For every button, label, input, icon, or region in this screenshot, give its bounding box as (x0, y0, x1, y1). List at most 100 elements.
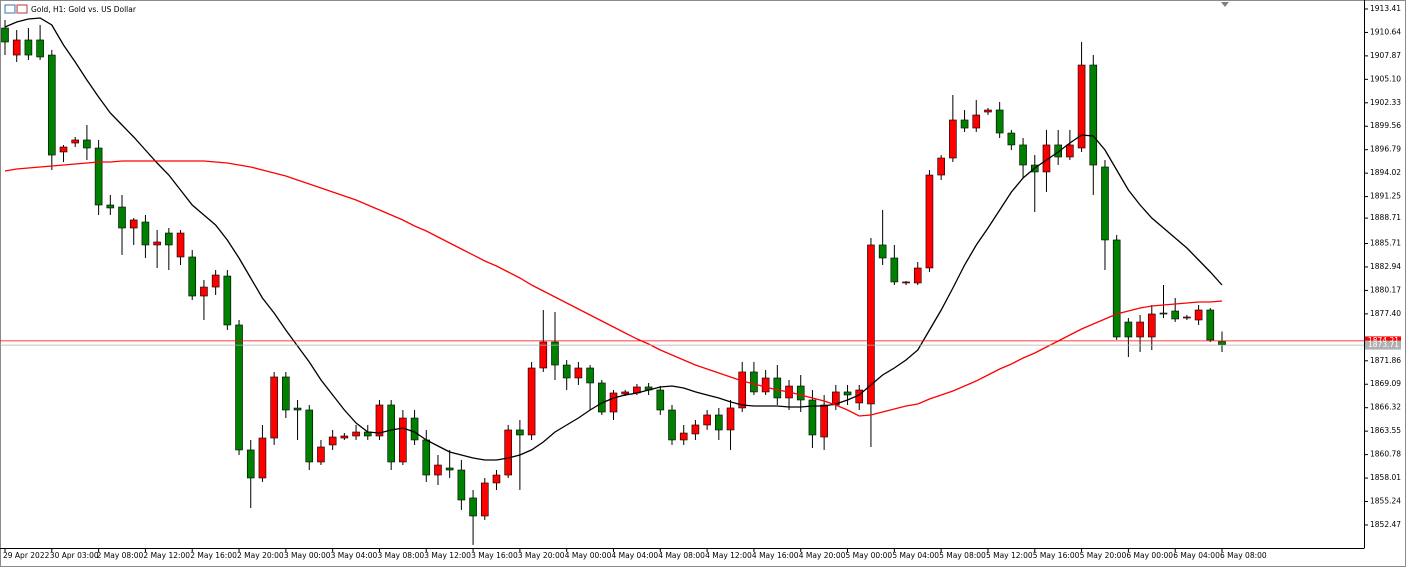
price-label: 1873.71 (1368, 340, 1399, 349)
y-tick-label: 1888.71 (1370, 213, 1401, 222)
candle-body (1042, 144, 1051, 173)
candle-body (516, 429, 524, 436)
chart-title: Gold, H1: Gold vs. US Dollar (31, 5, 137, 14)
candle-body (258, 437, 267, 479)
candle-body (188, 256, 197, 297)
candle-body (761, 377, 770, 393)
candle-body (410, 417, 419, 441)
candle-body (12, 39, 21, 56)
candle-body (36, 39, 44, 58)
candle-body (1218, 340, 1226, 346)
candle-body (1136, 321, 1144, 338)
candle-body (375, 404, 384, 437)
x-tick-label: 5 May 08:00 (939, 551, 986, 560)
x-tick-label: 3 May 12:00 (424, 551, 471, 560)
y-tick-label: 1871.86 (1370, 356, 1401, 365)
candle-body (621, 391, 630, 395)
candle-body (726, 407, 735, 431)
x-tick-label: 4 May 08:00 (658, 551, 705, 560)
candle-body (1206, 309, 1215, 341)
y-tick-label: 1910.64 (1370, 27, 1401, 36)
candle-body (1007, 132, 1016, 146)
y-tick-label: 1855.24 (1370, 497, 1401, 506)
x-tick-label: 2 May 12:00 (143, 551, 190, 560)
y-tick-label: 1852.47 (1370, 520, 1401, 529)
x-tick-label: 6 May 04:00 (1173, 551, 1220, 560)
candle-body (820, 404, 828, 438)
x-tick-label: 4 May 12:00 (705, 551, 752, 560)
y-tick-label: 1905.10 (1370, 74, 1401, 83)
x-tick-label: 4 May 04:00 (612, 551, 659, 560)
candle-body (1171, 310, 1179, 320)
x-tick-label: 2 May 08:00 (97, 551, 144, 560)
x-tick-label: 5 May 16:00 (1033, 551, 1080, 560)
candle-body (1147, 313, 1156, 338)
chart-icon (4, 4, 16, 14)
candle-body (434, 464, 442, 476)
candle-body (1089, 64, 1098, 166)
x-tick-label: 5 May 12:00 (986, 551, 1033, 560)
candle-body (679, 432, 688, 441)
candle-body (141, 221, 150, 246)
candle-body (1112, 239, 1121, 338)
candle-body (878, 244, 887, 259)
candle-body (235, 324, 243, 451)
candle-body (1101, 166, 1109, 241)
candle-body (890, 257, 899, 283)
candle-body (808, 399, 817, 436)
y-tick-label: 1877.40 (1370, 309, 1401, 318)
moving-average (4, 160, 1223, 417)
y-tick-label: 1882.94 (1370, 262, 1401, 271)
x-tick-label: 3 May 00:00 (284, 551, 331, 560)
price-label-box (1365, 340, 1401, 350)
y-tick-label: 1891.25 (1370, 192, 1401, 201)
chart-icon (16, 4, 28, 14)
candle-body (551, 341, 559, 366)
candle-body (1194, 309, 1203, 321)
candle-body (282, 376, 290, 411)
candle-body (656, 389, 665, 411)
x-tick-label: 2 May 20:00 (237, 551, 284, 560)
candle-body (703, 414, 711, 426)
candle-body (200, 286, 208, 297)
x-tick-label: 5 May 00:00 (846, 551, 893, 560)
candle-body (691, 424, 700, 435)
y-tick-label: 1863.55 (1370, 426, 1401, 435)
candle-body (153, 241, 161, 246)
y-tick-label: 1896.79 (1370, 145, 1401, 154)
candle-body (1183, 316, 1191, 319)
candle-body (949, 119, 957, 159)
y-tick-label: 1894.02 (1370, 168, 1401, 177)
candle-body (59, 146, 68, 153)
candle-body (176, 232, 185, 258)
candle-body (293, 407, 302, 411)
candle-body (796, 385, 805, 401)
x-tick-label: 3 May 08:00 (377, 551, 424, 560)
candle-body (305, 409, 314, 463)
candle-body (738, 371, 747, 409)
candle-body (71, 139, 80, 144)
candle-body (83, 139, 91, 149)
x-tick-label: 6 May 08:00 (1220, 551, 1267, 560)
candle-body (609, 392, 618, 413)
candle-body (469, 497, 477, 517)
candle-body (715, 414, 723, 431)
shift-marker (1221, 2, 1229, 7)
y-tick-label: 1866.32 (1370, 403, 1401, 412)
candle-body (457, 469, 466, 501)
y-tick-label: 1907.87 (1370, 51, 1401, 60)
candle-body (24, 39, 33, 56)
candle-body (504, 429, 512, 476)
y-tick-label: 1880.17 (1370, 285, 1401, 294)
candle-body (937, 157, 945, 176)
candle-body (586, 367, 594, 384)
x-tick-label: 29 Apr 2022 (3, 551, 50, 560)
candle-body (94, 147, 103, 206)
y-tick-label: 1902.33 (1370, 98, 1401, 107)
y-tick-label: 1858.01 (1370, 473, 1401, 482)
candle-body (562, 364, 571, 379)
candle-body (246, 449, 255, 479)
candle-body (597, 382, 606, 413)
